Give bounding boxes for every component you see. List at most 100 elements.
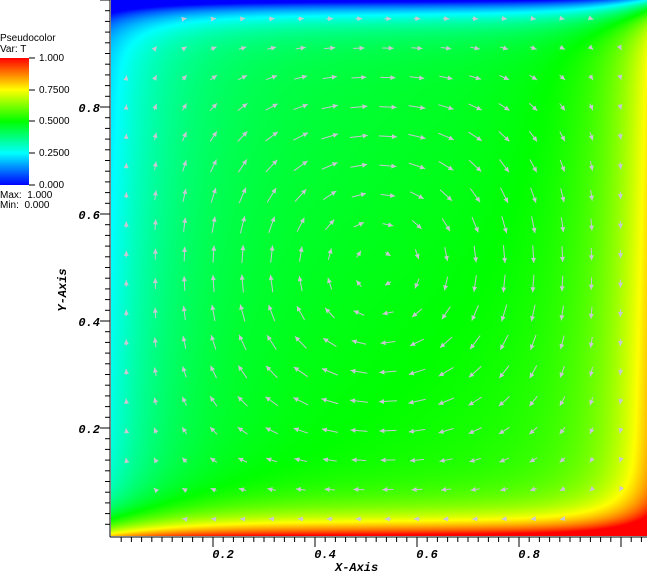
vector-arrowhead: [501, 516, 507, 522]
vector-arrowhead: [588, 74, 594, 81]
vector-arrowhead: [211, 245, 217, 251]
vector-arrowhead: [531, 197, 537, 203]
vector-arrowhead: [559, 343, 565, 350]
vector-arrowhead: [470, 486, 476, 492]
vector-arrowhead: [470, 343, 476, 350]
vector-arrowhead: [617, 164, 623, 170]
vector-arrowhead: [559, 457, 566, 463]
vector-arrowhead: [211, 516, 217, 522]
vector-arrowhead: [123, 250, 129, 256]
vector-arrowhead: [498, 400, 505, 407]
vector-arrowhead: [559, 256, 565, 262]
vector-arrowhead: [415, 16, 421, 22]
vector-arrowhead: [330, 45, 336, 51]
vector-arrowhead: [441, 487, 447, 493]
vector-arrowhead: [211, 187, 217, 194]
vector-arrowhead: [616, 44, 622, 51]
vector-arrowhead: [123, 309, 129, 315]
vector-arrowhead: [351, 339, 358, 345]
vector-arrowhead: [447, 165, 454, 171]
vector-arrowhead: [442, 516, 449, 522]
y-tick-label: 0.6: [78, 209, 100, 223]
vector-arrowhead: [152, 190, 158, 196]
vector-arrowhead: [618, 340, 624, 347]
vector-arrowhead: [408, 399, 414, 405]
vector-arrowhead: [181, 16, 187, 22]
vector-arrowhead: [438, 429, 445, 434]
vector-arrowhead: [238, 365, 244, 372]
vector-arrowhead: [212, 131, 217, 137]
vector-arrowhead: [412, 311, 418, 318]
vector-arrowhead: [356, 280, 362, 286]
vector-arrowhead: [589, 485, 595, 492]
vector-arrowhead: [238, 457, 244, 463]
vector-arrowhead: [384, 516, 390, 522]
vector-arrowhead: [390, 75, 396, 81]
vector-arrowhead: [617, 253, 623, 259]
vector-arrowhead: [298, 246, 304, 252]
vector-arrowhead: [181, 46, 187, 52]
vector-arrowhead: [358, 222, 365, 227]
vector-arrowhead: [500, 486, 506, 492]
vector-arrowhead: [124, 457, 130, 464]
vector-arrowhead: [294, 457, 300, 463]
vector-arrowhead: [476, 135, 482, 141]
vector-arrowhead: [293, 427, 300, 433]
vector-arrowhead: [210, 365, 215, 372]
vector-arrowhead: [269, 16, 275, 22]
vector-arrowhead: [588, 342, 594, 348]
vector-arrowhead: [210, 457, 216, 463]
vector-arrowhead: [210, 396, 216, 402]
vector-arrowhead: [210, 335, 216, 341]
vector-arrowhead: [619, 485, 625, 492]
vector-arrowhead: [587, 44, 594, 50]
vector-arrowhead: [330, 191, 337, 196]
vector-arrowhead: [322, 457, 329, 463]
vector-arrowhead: [408, 428, 415, 434]
vector-arrowhead: [589, 225, 594, 231]
vector-arrowhead: [302, 103, 308, 109]
vector-arrowhead: [182, 160, 188, 166]
max-label: Max: 1.000: [0, 190, 53, 201]
vector-arrowhead: [294, 336, 301, 342]
vector-arrowhead: [241, 187, 247, 194]
vector-arrowhead: [152, 337, 158, 343]
vector-arrowhead: [154, 457, 159, 464]
vector-arrowhead: [182, 457, 188, 464]
vector-arrowhead: [238, 487, 245, 493]
vector-arrowhead: [326, 516, 332, 522]
vector-arrowhead: [476, 105, 482, 111]
vector-arrowhead: [241, 103, 248, 109]
vector-arrowhead: [529, 344, 535, 350]
vector-arrowhead: [618, 398, 624, 405]
vector-arrowhead: [559, 400, 565, 406]
colorbar-tick: 0.000: [39, 180, 65, 191]
vector-arrowhead: [324, 487, 330, 492]
vector-arrowhead: [475, 75, 481, 81]
vector-arrowhead: [445, 45, 452, 51]
vector-arrowhead: [301, 74, 308, 80]
vector-arrowhead: [272, 131, 278, 137]
colorbar-tick: 0.5000: [39, 116, 70, 127]
vector-arrowhead: [446, 195, 453, 201]
vector-arrowhead: [559, 372, 565, 378]
vector-arrowhead: [501, 287, 507, 293]
vector-arrowhead: [327, 248, 333, 254]
vector-arrowhead: [499, 457, 505, 463]
vector-arrowhead: [382, 487, 388, 493]
vector-arrowhead: [123, 104, 129, 110]
vector-arrowhead: [504, 136, 510, 142]
vector-arrowhead: [589, 456, 595, 463]
vector-arrowhead: [302, 132, 309, 138]
vector-arrowhead: [618, 427, 624, 434]
vector-arrowhead: [124, 428, 130, 434]
y-axis-label: Y-Axis: [56, 268, 70, 311]
vector-arrowhead: [271, 188, 277, 194]
vector-arrowhead: [417, 45, 423, 51]
vector-arrowhead: [502, 227, 508, 234]
vector-arrowhead: [391, 104, 397, 110]
vector-arrowhead: [359, 45, 365, 51]
vector-arrowhead: [182, 131, 187, 138]
vector-arrowhead: [500, 315, 506, 322]
vector-arrowhead: [419, 164, 426, 170]
